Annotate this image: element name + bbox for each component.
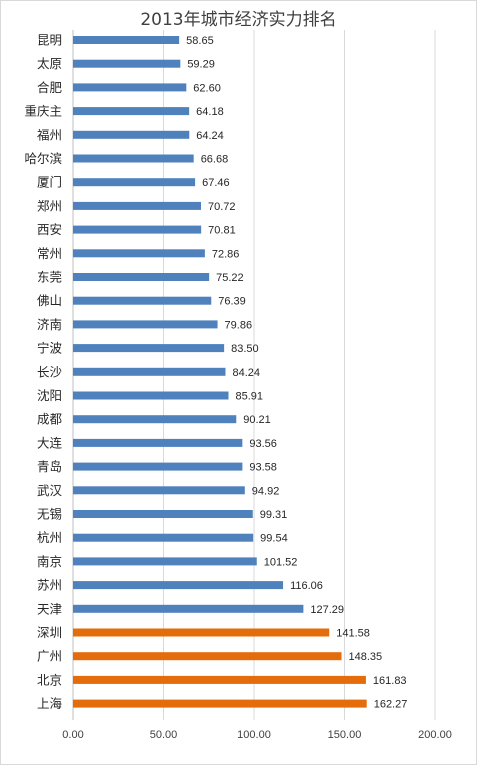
- bar: [73, 415, 237, 424]
- category-label: 上海: [37, 696, 63, 711]
- bar: [73, 367, 226, 376]
- data-label: 99.54: [260, 533, 288, 545]
- data-label: 90.21: [243, 414, 271, 426]
- bar: [73, 344, 225, 353]
- bar: [73, 699, 367, 708]
- bar: [73, 557, 257, 566]
- bar: [73, 83, 187, 92]
- bar: [73, 675, 366, 684]
- category-label: 深圳: [37, 625, 62, 640]
- category-label: 南京: [37, 554, 62, 569]
- data-label: 162.27: [374, 699, 408, 711]
- data-label: 79.86: [225, 319, 253, 331]
- data-label: 85.91: [235, 391, 263, 403]
- data-label: 83.50: [231, 343, 259, 355]
- data-label: 94.92: [252, 485, 280, 497]
- category-labels: 昆明太原合肥重庆主福州哈尔滨厦门郑州西安常州东莞佛山济南宁波长沙沈阳成都大连青岛…: [24, 33, 62, 712]
- data-label: 62.60: [193, 82, 221, 94]
- data-label: 70.72: [208, 201, 236, 213]
- x-tick-label: 150.00: [328, 729, 362, 741]
- bar: [73, 273, 210, 281]
- data-label: 64.24: [196, 130, 224, 142]
- category-label: 北京: [37, 672, 62, 687]
- category-label: 昆明: [37, 33, 62, 48]
- category-label: 沈阳: [37, 388, 62, 403]
- bar: [73, 391, 229, 400]
- bar: [73, 249, 205, 258]
- data-label: 70.81: [208, 225, 236, 237]
- data-label: 93.58: [249, 462, 277, 474]
- bar: [73, 438, 243, 447]
- bar: [73, 225, 202, 234]
- category-label: 武汉: [37, 483, 63, 498]
- category-label: 广州: [37, 649, 62, 664]
- bar: [73, 201, 202, 210]
- category-label: 苏州: [37, 578, 62, 593]
- category-label: 天津: [37, 601, 62, 616]
- bar: [73, 178, 196, 187]
- data-label: 141.58: [336, 628, 370, 640]
- bar: [73, 581, 284, 590]
- bar: [73, 533, 254, 542]
- data-label: 99.31: [260, 509, 288, 521]
- data-label: 127.29: [310, 604, 344, 616]
- category-label: 大连: [37, 435, 63, 450]
- bar: [73, 36, 180, 44]
- category-label: 济南: [37, 317, 62, 332]
- category-label: 重庆主: [24, 104, 62, 119]
- data-label: 66.68: [201, 154, 229, 166]
- x-tick-label: 0.00: [62, 729, 83, 741]
- category-label: 郑州: [37, 198, 62, 213]
- bar: [73, 107, 190, 116]
- data-label: 84.24: [232, 367, 260, 379]
- data-label: 75.22: [216, 272, 244, 284]
- data-label: 101.52: [264, 556, 298, 568]
- category-label: 杭州: [37, 530, 62, 545]
- bar: [73, 320, 218, 329]
- category-label: 合肥: [37, 80, 63, 95]
- data-label: 76.39: [218, 296, 246, 308]
- category-label: 太原: [37, 56, 62, 71]
- category-label: 西安: [37, 222, 62, 237]
- data-label: 64.18: [196, 106, 224, 118]
- category-label: 常州: [37, 246, 62, 261]
- data-label: 161.83: [373, 675, 407, 687]
- category-label: 无锡: [37, 507, 62, 522]
- data-label: 93.56: [249, 438, 277, 450]
- bar: [73, 154, 194, 163]
- data-label: 148.35: [349, 651, 383, 663]
- chart-title: 2013年城市经济实力排名: [140, 10, 337, 30]
- bar: [73, 604, 304, 613]
- category-label: 宁波: [37, 341, 63, 356]
- category-label: 青岛: [37, 459, 62, 474]
- data-label: 67.46: [202, 177, 230, 189]
- x-tick-labels: 0.00 50.00 100.00 150.00 200.00: [62, 729, 452, 741]
- category-label: 厦门: [37, 175, 62, 190]
- category-label: 哈尔滨: [24, 151, 62, 166]
- bar: [73, 130, 190, 139]
- bar: [73, 59, 181, 68]
- bar: [73, 628, 330, 637]
- bar: [73, 296, 212, 305]
- category-label: 东莞: [37, 270, 62, 285]
- bar: [73, 510, 253, 518]
- value-labels: 58.65 59.29 62.60 64.18 64.24 66.68 67.46 70.72…: [186, 35, 407, 711]
- bar: [73, 652, 342, 661]
- category-label: 成都: [37, 412, 63, 427]
- category-label: 长沙: [37, 364, 63, 379]
- data-label: 72.86: [212, 248, 240, 260]
- x-tick-label: 200.00: [418, 729, 452, 741]
- x-tick-label: 50.00: [150, 729, 178, 741]
- bar: [73, 462, 243, 471]
- category-label: 佛山: [37, 293, 62, 308]
- data-label: 116.06: [290, 580, 323, 592]
- x-tick-label: 100.00: [237, 729, 271, 741]
- category-label: 福州: [37, 127, 62, 142]
- data-label: 59.29: [187, 59, 215, 71]
- data-label: 58.65: [186, 35, 214, 47]
- bars: [73, 36, 367, 708]
- bar: [73, 486, 245, 495]
